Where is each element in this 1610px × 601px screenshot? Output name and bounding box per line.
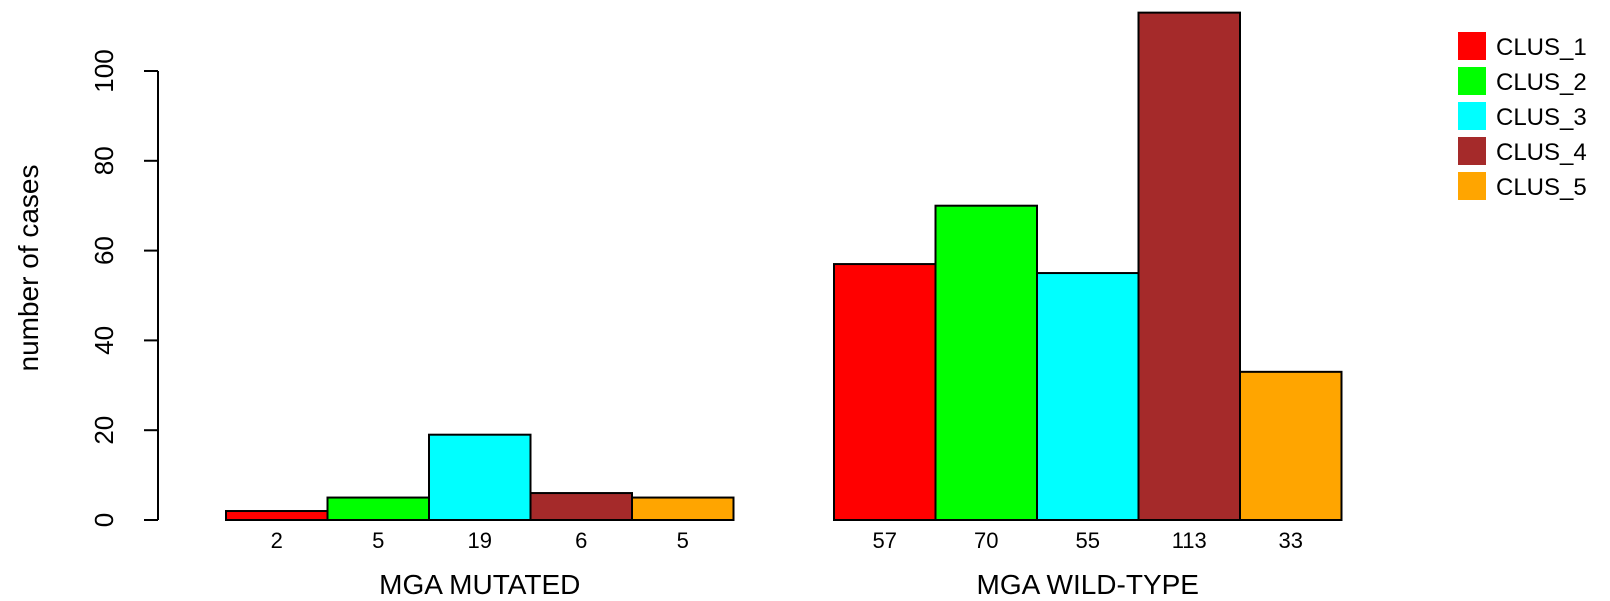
bar-clus-3 xyxy=(1036,272,1140,521)
legend-swatch xyxy=(1458,172,1486,200)
y-axis: 0 20 40 60 80 100 xyxy=(89,49,159,527)
bar-count-label: 57 xyxy=(873,528,897,553)
y-tick-label: 60 xyxy=(89,236,119,265)
legend-swatch xyxy=(1458,137,1486,165)
bar-count-label: 19 xyxy=(468,528,492,553)
y-tick-label: 100 xyxy=(89,49,119,92)
legend-label: CLUS_5 xyxy=(1496,174,1587,201)
category-label: MGA MUTATED xyxy=(379,569,580,600)
bar-count-label: 2 xyxy=(271,528,283,553)
legend-swatch xyxy=(1458,32,1486,60)
legend: CLUS_1 CLUS_2 CLUS_3 CLUS_4 CLUS_5 xyxy=(1458,32,1587,201)
legend-label: CLUS_2 xyxy=(1496,69,1587,96)
bar-clus-2 xyxy=(934,204,1038,521)
bar-clus-5 xyxy=(1239,370,1343,521)
bar-clus-1 xyxy=(833,263,937,521)
bar-clus-5 xyxy=(631,496,735,521)
bar-clus-3 xyxy=(428,433,532,521)
legend-label: CLUS_1 xyxy=(1496,34,1587,61)
legend-label: CLUS_4 xyxy=(1496,139,1587,166)
y-tick-label: 0 xyxy=(89,513,119,527)
bar-count-label: 6 xyxy=(575,528,587,553)
y-axis-title: number of cases xyxy=(13,165,44,372)
legend-swatch xyxy=(1458,67,1486,95)
bar-count-label: 5 xyxy=(372,528,384,553)
count-labels-layer: 2 5 19 6 5 57 70 55 113 33 xyxy=(271,528,1303,553)
y-tick-label: 20 xyxy=(89,416,119,445)
legend-swatch xyxy=(1458,102,1486,130)
bar-clus-1 xyxy=(225,510,329,521)
bar-count-label: 5 xyxy=(677,528,689,553)
group-labels-layer: MGA MUTATED MGA WILD-TYPE xyxy=(379,569,1199,600)
bar-clus-4 xyxy=(1137,11,1241,521)
bars-layer xyxy=(225,11,1343,521)
bar-clus-4 xyxy=(529,492,633,521)
y-tick-label: 40 xyxy=(89,326,119,355)
bar-clus-2 xyxy=(326,496,430,521)
bar-count-label: 113 xyxy=(1172,528,1207,553)
y-tick-label: 80 xyxy=(89,146,119,175)
bar-count-label: 33 xyxy=(1279,528,1303,553)
bar-count-label: 70 xyxy=(974,528,998,553)
category-label: MGA WILD-TYPE xyxy=(977,569,1199,600)
legend-label: CLUS_3 xyxy=(1496,104,1587,131)
bar-count-label: 55 xyxy=(1076,528,1100,553)
